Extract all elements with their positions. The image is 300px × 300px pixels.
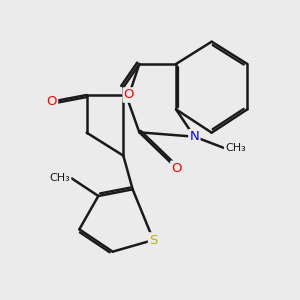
Text: S: S: [149, 233, 158, 247]
Text: N: N: [190, 130, 199, 143]
Text: O: O: [46, 95, 57, 108]
Text: CH₃: CH₃: [225, 143, 246, 153]
Text: CH₃: CH₃: [50, 173, 70, 183]
Text: O: O: [124, 88, 134, 101]
Text: O: O: [171, 162, 182, 175]
